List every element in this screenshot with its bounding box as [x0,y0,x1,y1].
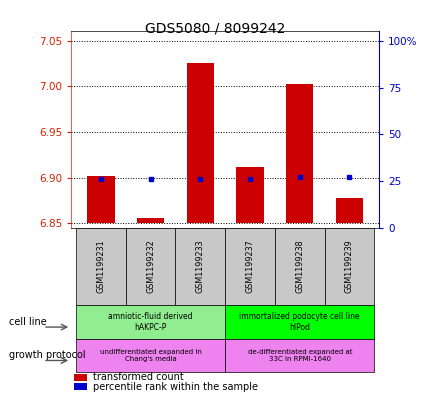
Text: undifferentiated expanded in
Chang's media: undifferentiated expanded in Chang's med… [99,349,201,362]
Bar [335,198,362,223]
Bar [236,167,263,223]
Text: GSM1199232: GSM1199232 [146,239,155,293]
Text: GSM1199238: GSM1199238 [295,239,304,293]
Text: GSM1199239: GSM1199239 [344,239,353,293]
Text: amniotic-fluid derived
hAKPC-P: amniotic-fluid derived hAKPC-P [108,312,193,332]
Text: immortalized podocyte cell line
hIPod: immortalized podocyte cell line hIPod [239,312,359,332]
Bar [87,176,114,223]
Bar [137,218,164,223]
Text: de-differentiated expanded at
33C in RPMI-1640: de-differentiated expanded at 33C in RPM… [247,349,351,362]
Text: cell line: cell line [9,317,46,327]
Text: growth protocol: growth protocol [9,351,85,360]
Text: transformed count: transformed count [92,373,183,382]
Bar [225,339,373,372]
Bar [286,84,313,223]
Bar [186,63,214,223]
Bar [74,374,86,381]
Bar [74,384,86,390]
Text: GDS5080 / 8099242: GDS5080 / 8099242 [145,22,285,36]
Bar [225,305,373,339]
Text: GSM1199237: GSM1199237 [245,239,254,293]
Bar [76,339,225,372]
Bar [225,228,274,305]
Bar [274,228,324,305]
Text: GSM1199231: GSM1199231 [96,239,105,293]
Bar [126,228,175,305]
Bar [175,228,225,305]
Bar [76,228,126,305]
Text: GSM1199233: GSM1199233 [195,239,204,293]
Bar [324,228,373,305]
Text: percentile rank within the sample: percentile rank within the sample [92,382,257,392]
Bar [76,305,225,339]
